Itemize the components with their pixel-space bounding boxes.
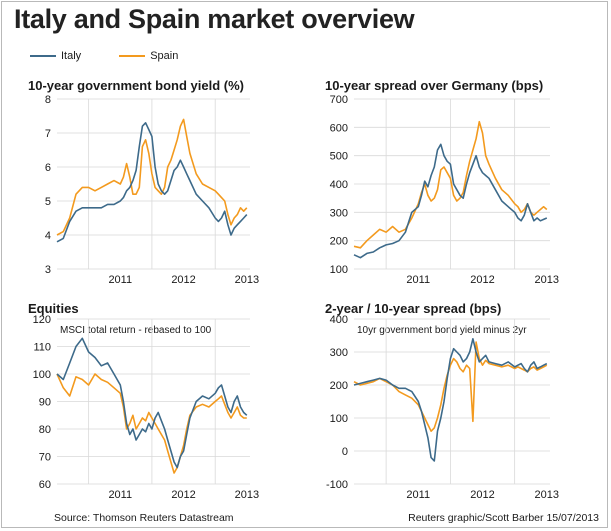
- y-tick-label-0-2: 5: [45, 196, 51, 208]
- x-tick-label-1-2: 2013: [535, 274, 559, 286]
- y-tick-label-1-2: 300: [330, 207, 348, 219]
- y-tick-label-1-1: 200: [330, 236, 348, 248]
- page-title: Italy and Spain market overview: [14, 4, 415, 34]
- panel-subtitle-3: 10yr government bond yield minus 2yr: [357, 325, 527, 336]
- y-tick-label-1-6: 700: [330, 94, 348, 106]
- y-tick-label-2-3: 90: [39, 397, 51, 409]
- x-tick-label-3-1: 2012: [470, 489, 494, 501]
- y-tick-label-2-2: 80: [39, 424, 51, 436]
- y-tick-label-2-1: 70: [39, 452, 51, 464]
- legend-label-italy: Italy: [61, 50, 82, 62]
- y-tick-label-3-0: -100: [326, 479, 348, 491]
- series-line-spain-0: [56, 118, 248, 236]
- panel-title-3: 2-year / 10-year spread (bps): [325, 301, 501, 316]
- x-tick-label-2-2: 2013: [235, 489, 259, 501]
- x-tick-label-3-2: 2013: [535, 489, 559, 501]
- series-line-italy-2: [56, 337, 248, 469]
- series-line-italy-0: [56, 122, 248, 243]
- panel-subtitle-2: MSCI total return - rebased to 100: [60, 325, 212, 336]
- y-tick-label-2-5: 110: [33, 342, 51, 354]
- series-line-spain-1: [353, 120, 548, 249]
- series-line-italy-3: [353, 337, 548, 462]
- y-tick-label-3-3: 200: [330, 380, 348, 392]
- x-tick-label-2-0: 2011: [108, 489, 132, 501]
- legend-swatch-spain: [119, 55, 146, 57]
- panel-title-2: Equities: [28, 301, 79, 316]
- y-tick-label-0-1: 4: [45, 230, 51, 242]
- y-tick-label-1-0: 100: [330, 264, 348, 276]
- legend: Italy Spain: [30, 50, 178, 62]
- y-tick-label-1-3: 400: [330, 179, 348, 191]
- legend-item-italy: Italy: [30, 50, 81, 62]
- series-line-italy-1: [353, 143, 548, 259]
- x-tick-label-1-0: 2011: [406, 274, 430, 286]
- y-tick-label-3-1: 0: [342, 446, 348, 458]
- y-tick-label-0-4: 7: [45, 128, 51, 140]
- x-tick-label-0-0: 2011: [108, 274, 132, 286]
- panel-title-0: 10-year government bond yield (%): [28, 78, 244, 93]
- legend-swatch-italy: [30, 55, 56, 57]
- y-tick-label-2-0: 60: [39, 479, 51, 491]
- y-tick-label-0-3: 6: [45, 162, 51, 174]
- y-tick-label-2-6: 120: [33, 314, 51, 326]
- footer-credit: Reuters graphic/Scott Barber 15/07/2013: [408, 512, 599, 524]
- legend-label-spain: Spain: [150, 50, 179, 62]
- x-tick-label-2-1: 2012: [171, 489, 195, 501]
- series-line-spain-3: [353, 341, 548, 433]
- y-tick-label-2-4: 100: [33, 369, 51, 381]
- y-tick-label-0-0: 3: [45, 264, 51, 276]
- series-line-spain-2: [56, 373, 247, 474]
- x-tick-label-1-1: 2012: [470, 274, 494, 286]
- y-tick-label-3-2: 100: [330, 413, 348, 425]
- panel-title-1: 10-year spread over Germany (bps): [325, 78, 543, 93]
- y-tick-label-0-5: 8: [45, 94, 51, 106]
- x-tick-label-0-2: 2013: [235, 274, 259, 286]
- legend-item-spain: Spain: [119, 50, 178, 62]
- y-tick-label-1-4: 500: [330, 151, 348, 163]
- x-tick-label-3-0: 2011: [406, 489, 430, 501]
- x-tick-label-0-1: 2012: [171, 274, 195, 286]
- y-tick-label-3-4: 300: [330, 347, 348, 359]
- y-tick-label-1-5: 600: [330, 122, 348, 134]
- footer-source: Source: Thomson Reuters Datastream: [54, 512, 234, 524]
- y-tick-label-3-5: 400: [330, 314, 348, 326]
